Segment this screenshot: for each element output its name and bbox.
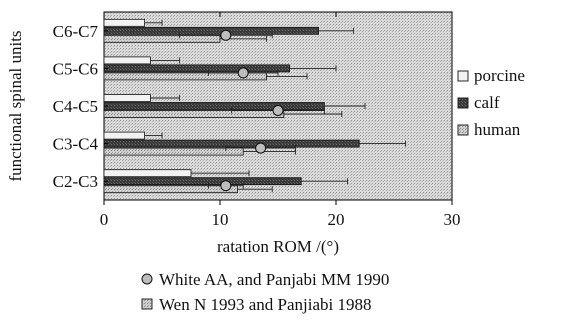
reference-point-c5-c6 xyxy=(237,67,249,79)
reference-point-c6-c7 xyxy=(220,29,232,41)
y-tick-c3-c4: C3-C4 xyxy=(53,135,99,154)
source-label-1: White AA, and Panjabi MM 1990 xyxy=(159,270,389,289)
bar-calf-c6-c7 xyxy=(103,26,320,35)
y-tick-c4-c5: C4-C5 xyxy=(53,97,98,116)
y-axis-label: functional spinal units xyxy=(6,30,25,181)
legend-swatch-calf xyxy=(457,97,469,109)
bar-calf-c4-c5 xyxy=(103,102,325,110)
source-legend: White AA, and Panjabi MM 1990 Wen N 1993 … xyxy=(141,270,389,314)
legend-swatch-porcine xyxy=(457,70,469,82)
bar-porcine-c3-c4 xyxy=(103,131,145,140)
source-circle-icon xyxy=(141,273,153,285)
bar-calf-c5-c6 xyxy=(103,64,291,73)
reference-point-c3-c4 xyxy=(255,142,267,154)
legend-label-calf: calf xyxy=(474,93,500,112)
bar-porcine-c4-c5 xyxy=(103,94,151,102)
bar-human-c3-c4 xyxy=(103,147,244,156)
bar-human-c4-c5 xyxy=(103,110,285,118)
x-tick-30: 30 xyxy=(444,210,461,229)
legend-label-human: human xyxy=(474,120,521,139)
x-tick-0: 0 xyxy=(100,210,109,229)
bar-porcine-c2-c3 xyxy=(103,169,192,178)
source-square-icon xyxy=(141,298,153,310)
bars-layer xyxy=(103,18,407,194)
x-tick-10: 10 xyxy=(212,210,229,229)
bar-human-c2-c3 xyxy=(103,185,238,194)
reference-markers-layer xyxy=(178,29,325,192)
x-tick-labels: 0 10 20 30 xyxy=(100,12,461,229)
y-tick-c6-c7: C6-C7 xyxy=(53,22,99,41)
reference-point-c2-c3 xyxy=(220,180,232,192)
bar-calf-c2-c3 xyxy=(103,177,302,186)
x-axis-label: ratation ROM /(°) xyxy=(217,237,339,256)
legend-label-porcine: porcine xyxy=(474,66,525,85)
y-tick-c5-c6: C5-C6 xyxy=(53,59,98,78)
y-tick-labels: C2-C3 C3-C4 C4-C5 C5-C6 C6-C7 xyxy=(53,22,108,191)
bar-human-c6-c7 xyxy=(103,34,221,43)
bar-porcine-c6-c7 xyxy=(103,18,145,27)
reference-point-c4-c5 xyxy=(272,105,284,116)
x-tick-20: 20 xyxy=(328,210,345,229)
bar-calf-c3-c4 xyxy=(103,139,360,148)
source-label-2: Wen N 1993 and Panjiabi 1988 xyxy=(159,295,372,314)
y-tick-c2-c3: C2-C3 xyxy=(53,172,98,191)
legend-swatch-human xyxy=(457,124,469,136)
bar-porcine-c5-c6 xyxy=(103,56,151,65)
legend: porcine calf human xyxy=(457,66,525,139)
